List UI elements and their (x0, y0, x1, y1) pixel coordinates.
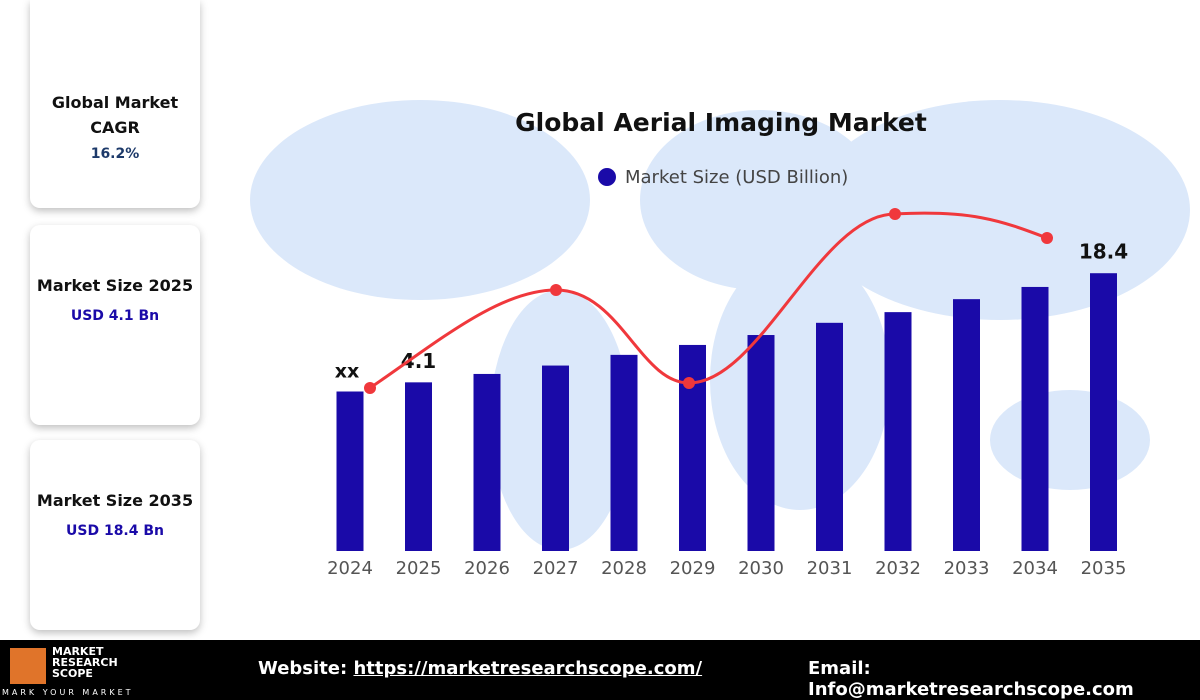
x-tick-label: 2024 (327, 558, 373, 579)
data-label: 18.4 (1079, 240, 1128, 264)
kpi-card: Market Size 2035 USD 18.4 Bn (30, 440, 200, 630)
bar (679, 344, 706, 551)
bar (405, 382, 432, 551)
chart-title: Global Aerial Imaging Market (515, 108, 927, 137)
x-tick-label: 2027 (533, 558, 579, 579)
kpi-card: Market Size 2025 USD 4.1 Bn (30, 225, 200, 425)
bar (953, 299, 980, 551)
x-tick-label: 2031 (807, 558, 853, 579)
x-tick-label: 2029 (670, 558, 716, 579)
kpi-title: Global Market CAGR (51, 93, 179, 137)
x-tick-label: 2025 (396, 558, 442, 579)
kpi-value: 16.2% (90, 146, 140, 162)
email-address[interactable]: Info@marketresearchscope.com (808, 679, 1134, 700)
kpi-card: Global Market CAGR 16.2% (30, 0, 200, 208)
logo-line: RESEARCH (52, 656, 118, 669)
trend-dots (364, 208, 1053, 394)
kpi-value: USD 4.1 Bn (70, 308, 160, 324)
x-tick-label: 2033 (944, 558, 990, 579)
email: Email: Info@marketresearchscope.com (808, 658, 1200, 700)
email-label: Email: (808, 658, 871, 679)
x-tick-label: 2032 (875, 558, 921, 579)
footer: MARKET RESEARCH SCOPE MARK YOUR MARKET W… (0, 640, 1200, 700)
bar (1021, 286, 1049, 551)
website: Website: https://marketresearchscope.com… (258, 658, 702, 679)
kpi-value: USD 18.4 Bn (66, 523, 164, 539)
bar (816, 322, 843, 551)
logo-line: MARKET (52, 645, 104, 658)
website-label: Website: (258, 658, 348, 679)
chart: Global Aerial Imaging Market Market Size… (79, 8, 1190, 579)
logo-mark (10, 648, 46, 684)
legend-marker (598, 168, 616, 186)
kpi-title: Market Size 2035 (36, 491, 194, 510)
x-tick-label: 2030 (738, 558, 784, 579)
x-tick-label: 2028 (601, 558, 647, 579)
bar (884, 312, 912, 551)
x-tick-label: 2034 (1012, 558, 1058, 579)
legend-label: Market Size (USD Billion) (625, 167, 848, 188)
bar (747, 335, 775, 551)
bar (1090, 273, 1117, 551)
bar (610, 354, 638, 551)
tagline: MARK YOUR MARKET (2, 688, 134, 697)
kpi-title: Market Size 2025 (36, 276, 194, 295)
bar (473, 373, 501, 551)
website-link[interactable]: https://marketresearchscope.com/ (353, 658, 703, 679)
x-tick-label: 2026 (464, 558, 510, 579)
annotation: xx (335, 361, 360, 383)
logo-line: SCOPE (52, 667, 93, 680)
bar (542, 365, 569, 551)
x-tick-label: 2035 (1081, 558, 1127, 579)
logo-text: MARKET RESEARCH SCOPE (52, 646, 118, 679)
bar (336, 391, 364, 551)
